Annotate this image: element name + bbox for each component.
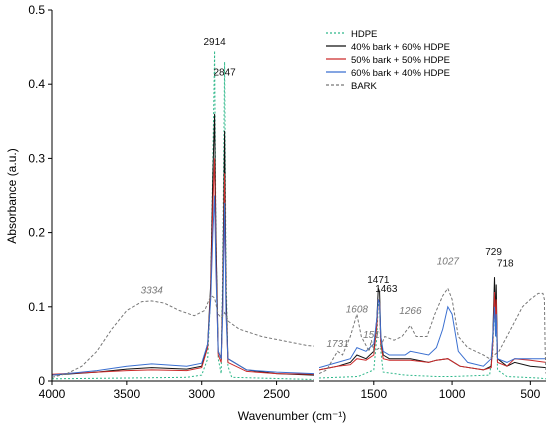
panel-fingerprint: 1500 1000 500 (319, 277, 546, 401)
y-axis-label: Absorbance (a.u.) (5, 148, 19, 243)
peak-label: 2914 (203, 37, 226, 48)
y-tick-label: 0 (38, 374, 45, 388)
peak-label: 1463 (375, 284, 398, 295)
legend: HDPE 40% bark + 60% HDPE 50% bark + 50% HD… (326, 29, 450, 92)
peak-label: 1608 (346, 305, 369, 316)
y-tick-label: 0.1 (28, 300, 45, 314)
x-tick-label: 500 (520, 387, 540, 401)
x-tick-label: 3000 (188, 387, 215, 401)
y-tick-label: 0.2 (28, 226, 45, 240)
legend-label: 50% bark + 50% HDPE (351, 55, 450, 66)
peak-label: 1731 (327, 339, 349, 350)
series-lines (319, 277, 546, 380)
series-lines (52, 50, 314, 380)
series-line-1 (52, 113, 314, 376)
series-line-0 (52, 50, 314, 380)
x-tick-label: 3500 (114, 387, 141, 401)
legend-label: 60% bark + 40% HDPE (351, 68, 450, 79)
x-axis-label: Wavenumber (cm⁻¹) (238, 409, 347, 423)
series-line-2 (319, 291, 546, 371)
series-line-3 (52, 195, 314, 376)
x-tick-label: 1500 (360, 387, 387, 401)
legend-label: 40% bark + 60% HDPE (351, 42, 450, 53)
x-tick-label: 1000 (439, 387, 466, 401)
legend-label: BARK (351, 81, 378, 92)
x-tick-label: 4000 (39, 387, 66, 401)
y-axis: 0 0.1 0.2 0.3 0.4 0.5 (28, 3, 53, 388)
series-line-4 (52, 294, 314, 378)
series-line-2 (52, 158, 314, 375)
peak-label: 3334 (141, 285, 164, 296)
panel-high-wavenumber: 4000 3500 3000 2500 (39, 50, 314, 401)
peak-label: 1266 (399, 306, 422, 317)
peak-label: 151 (363, 330, 380, 341)
peak-label: 729 (485, 247, 502, 258)
y-tick-label: 0.5 (28, 3, 45, 17)
series-line-4 (319, 287, 546, 375)
y-tick-label: 0.4 (28, 77, 45, 91)
peak-label: 2847 (213, 67, 236, 78)
x-tick-label: 2500 (263, 387, 290, 401)
series-line-3 (319, 299, 546, 369)
y-tick-label: 0.3 (28, 151, 45, 165)
peak-label: 718 (497, 259, 514, 270)
peak-label: 1471 (367, 275, 390, 286)
series-line-1 (319, 277, 546, 371)
legend-label: HDPE (351, 29, 377, 40)
peak-label: 1027 (437, 257, 460, 268)
